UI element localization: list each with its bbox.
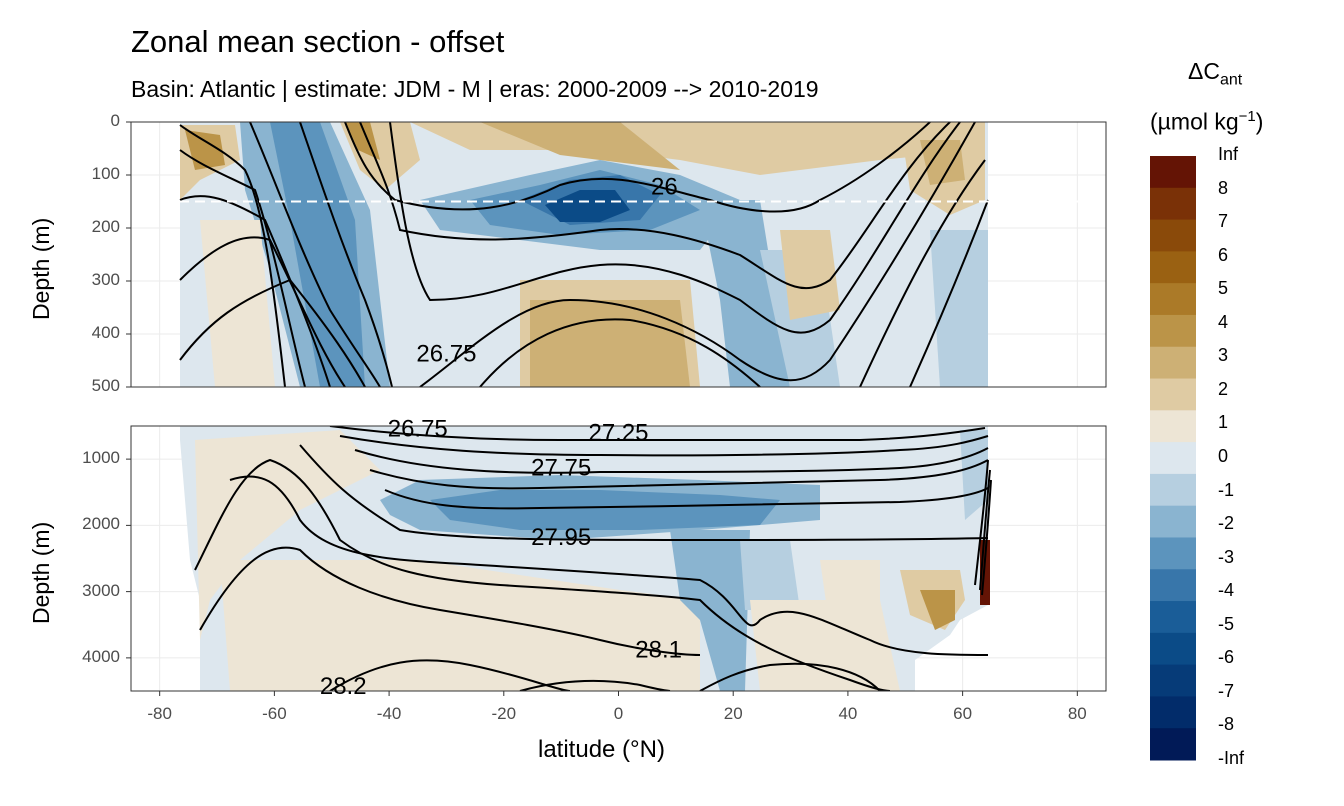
legend-color-swatch bbox=[1150, 410, 1196, 443]
legend-unit-superscript: −1 bbox=[1238, 108, 1256, 125]
legend-color-swatch bbox=[1150, 728, 1196, 761]
legend-label: -Inf bbox=[1218, 748, 1245, 768]
isopycnal-label: 27.25 bbox=[588, 419, 648, 446]
legend-color-swatch bbox=[1150, 283, 1196, 316]
isopycnal-label: 27.75 bbox=[531, 454, 591, 481]
legend-label: 2 bbox=[1218, 378, 1229, 399]
x-tick-label: 40 bbox=[838, 704, 858, 723]
y-tick-label: 4000 bbox=[82, 646, 120, 666]
isopycnal-label: 28.2 bbox=[320, 673, 367, 700]
legend-label: 8 bbox=[1218, 177, 1229, 198]
legend-color-swatch bbox=[1150, 346, 1196, 380]
legend-color-swatch bbox=[1150, 632, 1196, 666]
legend-title-subscript: ant bbox=[1219, 71, 1243, 89]
x-tick-label: -60 bbox=[262, 704, 287, 723]
legend-label: -4 bbox=[1218, 580, 1235, 601]
y-tick-label: 500 bbox=[91, 376, 120, 395]
isopycnals-upper bbox=[179, 122, 989, 387]
y-tick-label: 0 bbox=[110, 111, 120, 130]
legend-label: 4 bbox=[1218, 311, 1229, 332]
legend-label: 0 bbox=[1218, 446, 1229, 466]
legend-color-swatch bbox=[1150, 156, 1196, 189]
legend-color-swatch bbox=[1150, 601, 1196, 634]
legend-label: -8 bbox=[1218, 714, 1235, 735]
legend-label: 1 bbox=[1218, 412, 1229, 433]
isopycnal-label: 28.1 bbox=[635, 637, 682, 664]
panel-upper bbox=[130, 121, 1107, 388]
legend-label: -7 bbox=[1218, 680, 1235, 701]
y-tick-label: 2000 bbox=[82, 514, 120, 534]
legend-color-swatch bbox=[1150, 442, 1196, 475]
legend-label: 6 bbox=[1218, 244, 1229, 265]
y-tick-label: 400 bbox=[91, 323, 120, 342]
legend-color-swatch bbox=[1150, 378, 1196, 411]
legend-color-swatch bbox=[1150, 314, 1196, 348]
panel-lower bbox=[130, 425, 1107, 692]
y-tick-label: 300 bbox=[91, 270, 120, 289]
isopycnal-label: 27.95 bbox=[531, 524, 591, 551]
y-tick-label: 1000 bbox=[82, 448, 120, 468]
legend-label: -3 bbox=[1218, 546, 1235, 567]
x-tick-label: 80 bbox=[1067, 704, 1087, 723]
legend-color-swatch bbox=[1150, 537, 1196, 570]
legend-color-swatch bbox=[1150, 187, 1196, 221]
chart-subtitle: Basin: Atlantic | estimate: JDM - M | er… bbox=[131, 76, 819, 102]
legend-color-swatch bbox=[1150, 251, 1196, 284]
y-tick-label: 200 bbox=[91, 217, 120, 236]
isopycnal-label: 26.75 bbox=[388, 415, 448, 442]
legend-color-swatch bbox=[1150, 473, 1196, 507]
legend-label: -5 bbox=[1218, 613, 1235, 634]
x-tick-label: 0 bbox=[613, 704, 624, 723]
legend-color-swatch bbox=[1150, 696, 1196, 729]
legend-color-swatch bbox=[1150, 505, 1196, 538]
legend-label: -6 bbox=[1218, 647, 1235, 668]
legend-label: Inf bbox=[1218, 144, 1239, 164]
legend-label: 3 bbox=[1218, 345, 1229, 366]
legend-title: ΔCant bbox=[1188, 58, 1242, 90]
legend-colorbar bbox=[1150, 156, 1196, 761]
y-tick-label: 100 bbox=[91, 164, 120, 183]
isopycnal-labels: 26 26.75 26.75 27.25 27.75 27.95 28.1 28.2 bbox=[320, 174, 682, 700]
isopycnal-label: 26 bbox=[651, 174, 678, 201]
x-tick-label: 20 bbox=[723, 704, 743, 723]
legend-unit-main: (µmol kg bbox=[1150, 108, 1239, 135]
legend-label: 5 bbox=[1218, 278, 1229, 299]
x-axis-label: latitude (°N) bbox=[538, 736, 665, 763]
x-tick-label: -80 bbox=[147, 704, 172, 723]
legend-color-swatch bbox=[1150, 219, 1196, 252]
y-tick-label: 3000 bbox=[82, 580, 120, 600]
legend-unit: (µmol kg−1) bbox=[1150, 108, 1263, 136]
legend-label: -2 bbox=[1218, 513, 1235, 534]
chart-title: Zonal mean section - offset bbox=[131, 24, 505, 59]
isopycnal-label: 26.75 bbox=[416, 341, 476, 368]
legend-title-main: ΔC bbox=[1188, 58, 1220, 84]
x-tick-label: -20 bbox=[491, 704, 517, 723]
axis-tick-marks bbox=[126, 121, 1078, 696]
x-tick-label: -40 bbox=[376, 704, 402, 723]
legend-label: 7 bbox=[1218, 211, 1229, 232]
isopycnals-lower bbox=[194, 426, 992, 691]
x-tick-label: 60 bbox=[953, 704, 973, 723]
legend-color-swatch bbox=[1150, 569, 1196, 602]
filled-contours-upper bbox=[180, 122, 988, 387]
legend-color-swatch bbox=[1150, 664, 1196, 697]
legend-label: -1 bbox=[1218, 479, 1235, 500]
legend-unit-suffix: ) bbox=[1255, 108, 1264, 135]
